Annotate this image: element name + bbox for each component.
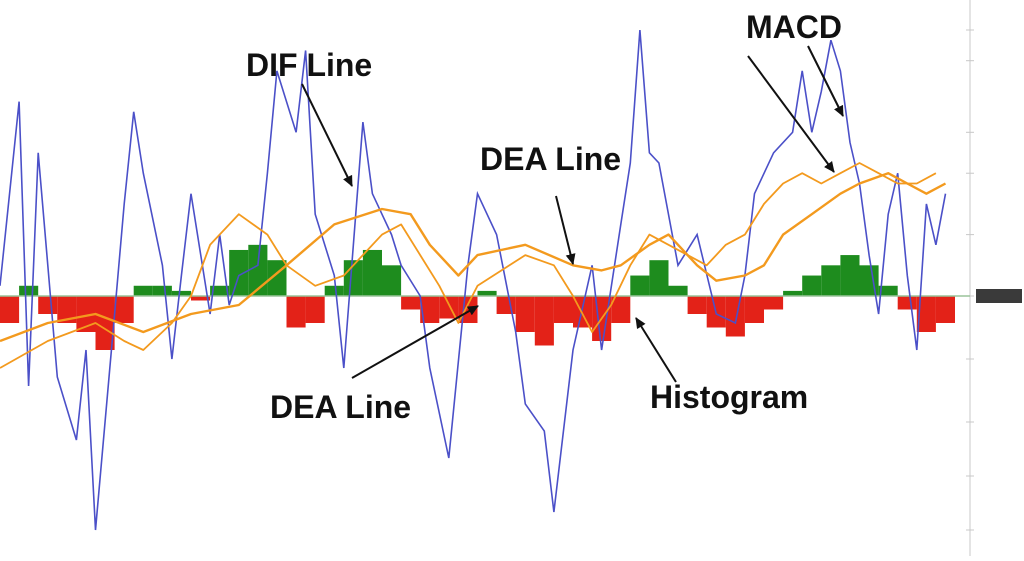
dea-line-secondary <box>0 162 937 369</box>
dea-line-label-top: DEA Line <box>480 141 621 177</box>
histogram-bar <box>191 296 211 301</box>
histogram-bar <box>935 296 955 323</box>
y-axis-ticks <box>966 29 1022 531</box>
macd-arrow-right <box>807 45 844 117</box>
dea-line-label-bottom: DEA Line <box>270 389 411 425</box>
histogram-bar <box>95 296 115 350</box>
histogram-bar <box>821 265 841 296</box>
histogram-bar <box>897 296 917 310</box>
histogram-bar <box>324 285 344 296</box>
histogram-label: Histogram <box>650 379 808 415</box>
histogram-bar <box>630 275 650 296</box>
histogram-bar <box>515 296 535 332</box>
histogram-bar <box>0 296 20 323</box>
histogram-bar <box>133 285 153 296</box>
histogram-bar <box>496 296 516 314</box>
histogram-bar <box>286 296 306 328</box>
histogram-bar <box>840 255 860 296</box>
histogram-bar <box>764 296 784 310</box>
histogram-bar <box>210 285 230 296</box>
histogram-bar <box>420 296 440 323</box>
histogram-bar <box>362 249 382 296</box>
current-value-box <box>976 289 1022 303</box>
dif-line-arrow <box>301 83 353 187</box>
histogram-bar <box>229 249 249 296</box>
histogram-bar <box>248 244 268 296</box>
histogram-bar <box>916 296 936 332</box>
histogram-bar <box>171 290 191 296</box>
dea-line-arrow-bottom <box>351 305 479 379</box>
macd-label: MACD <box>746 9 842 45</box>
histogram-bar <box>19 285 39 296</box>
histogram-bar <box>878 285 898 296</box>
histogram-bar <box>611 296 631 323</box>
histogram-bar <box>477 290 497 296</box>
histogram-bar <box>668 285 688 296</box>
histogram-bar <box>57 296 77 323</box>
histogram-bar <box>783 290 803 296</box>
histogram-bar <box>114 296 134 323</box>
line-series <box>0 29 947 531</box>
histogram-bar <box>382 265 402 296</box>
histogram-bar <box>553 296 573 323</box>
dea-line-arrow-top <box>555 195 576 265</box>
histogram-bar <box>401 296 421 310</box>
histogram-bar <box>305 296 325 323</box>
histogram-bar <box>802 275 822 296</box>
histogram-bar <box>152 285 172 296</box>
histogram-arrow <box>635 317 677 383</box>
macd-arrow-left <box>747 55 835 173</box>
dea-line <box>0 171 947 343</box>
histogram-bar <box>687 296 707 314</box>
dif-line-label: DIF Line <box>246 47 372 83</box>
histogram-bar <box>38 296 58 314</box>
histogram-bars <box>0 244 955 350</box>
histogram-bar <box>649 260 669 296</box>
histogram-bar <box>439 296 459 319</box>
histogram-bar <box>76 296 96 332</box>
histogram-bar <box>725 296 745 337</box>
histogram-bar <box>744 296 764 323</box>
dif-line <box>0 29 947 531</box>
histogram-bar <box>534 296 554 346</box>
